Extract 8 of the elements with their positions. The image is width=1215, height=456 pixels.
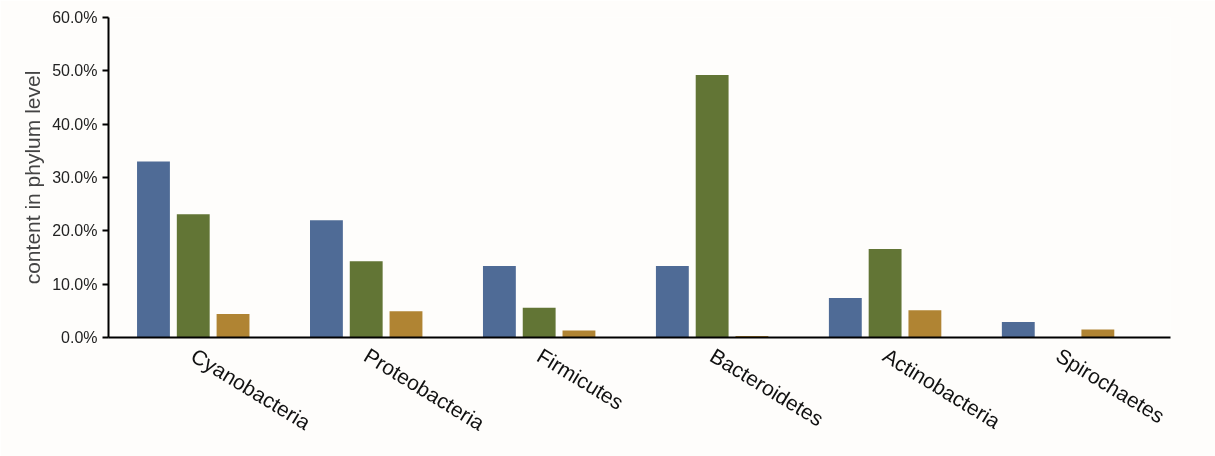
- y-tick-label: 10.0%: [52, 275, 98, 293]
- y-tick-label: 60.0%: [52, 9, 98, 26]
- y-axis-title: content in phylum level: [21, 70, 45, 285]
- y-tick-label: 20.0%: [52, 222, 98, 240]
- y-tick-label: 50.0%: [52, 62, 98, 80]
- y-tick-label: 40.0%: [52, 115, 98, 133]
- y-tick-label: 30.0%: [52, 169, 98, 186]
- y-tick-label: 0.0%: [61, 329, 98, 346]
